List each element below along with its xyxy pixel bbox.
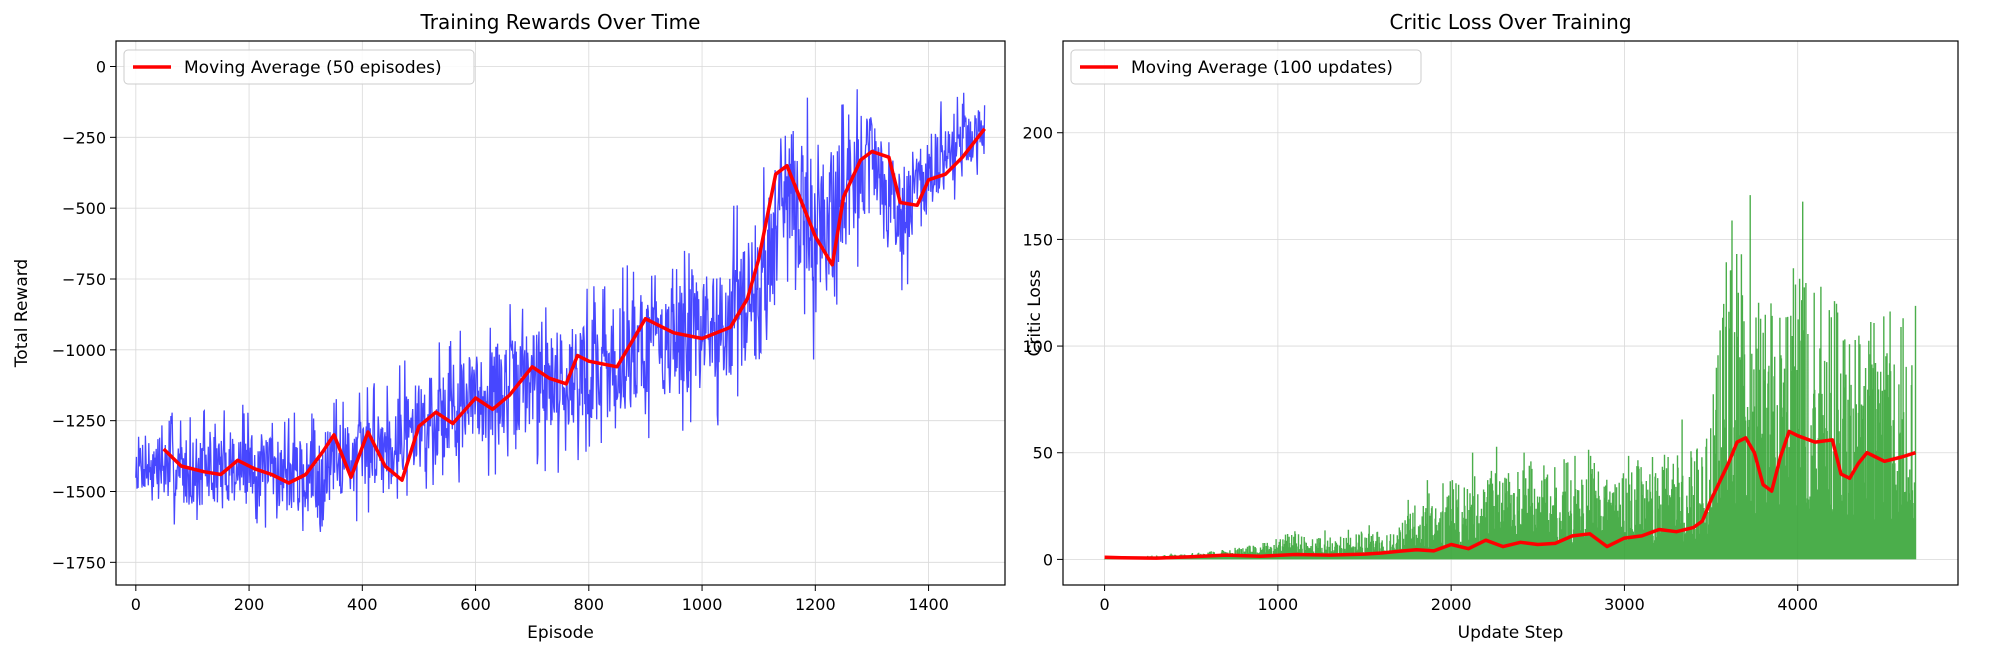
rewards-lines xyxy=(135,89,986,532)
rewards-axis-ticks: 0 200 400 600 800 1000 1200 1400 0 −250 −500 −750 −1… xyxy=(52,58,949,615)
critic-loss-x-tick-label: 1000 xyxy=(1258,595,1299,614)
rewards-y-tick-label: −1750 xyxy=(52,553,106,572)
critic-loss-plot-frame xyxy=(1062,40,1959,586)
rewards-y-tick-label: −1000 xyxy=(52,341,106,360)
rewards-x-tick-label: 400 xyxy=(347,595,378,614)
rewards-x-axis-label: Episode xyxy=(527,623,594,643)
critic-loss-chart-title: Critic Loss Over Training xyxy=(1389,10,1631,34)
critic-loss-x-tick-label: 0 xyxy=(1099,595,1109,614)
rewards-x-tick-label: 600 xyxy=(460,595,491,614)
critic-loss-y-tick-label: 50 xyxy=(1033,444,1053,463)
critic-loss-lines xyxy=(1103,195,1917,560)
critic-loss-raw-series-area xyxy=(1103,195,1917,560)
critic-loss-legend: Moving Average (100 updates) xyxy=(1070,49,1422,85)
rewards-x-tick-label: 200 xyxy=(234,595,265,614)
rewards-x-tick-label: 0 xyxy=(131,595,141,614)
rewards-y-tick-label: −1250 xyxy=(52,412,106,431)
critic-loss-y-tick-label: 150 xyxy=(1022,230,1053,249)
rewards-y-axis-label: Total Reward xyxy=(12,259,32,368)
rewards-chart-panel: 0 200 400 600 800 1000 1200 1400 0 −250 −500 −750 −1… xyxy=(12,10,1006,643)
critic-loss-legend-box xyxy=(1070,49,1422,85)
critic-loss-y-tick-label: 100 xyxy=(1022,337,1053,356)
critic-loss-y-axis-label: Critic Loss xyxy=(1025,269,1045,356)
rewards-y-tick-label: −1500 xyxy=(52,483,106,502)
rewards-chart-title: Training Rewards Over Time xyxy=(420,10,701,34)
rewards-y-tick-label: −500 xyxy=(62,199,106,218)
rewards-legend: Moving Average (50 episodes) xyxy=(123,49,475,85)
rewards-x-tick-label: 800 xyxy=(574,595,605,614)
rewards-raw-series-line xyxy=(135,89,986,532)
rewards-legend-box xyxy=(123,49,475,85)
rewards-y-tick-label: −250 xyxy=(62,128,106,147)
critic-loss-x-tick-label: 4000 xyxy=(1777,595,1818,614)
rewards-legend-label: Moving Average (50 episodes) xyxy=(184,58,442,78)
critic-loss-chart-panel: 0 1000 2000 3000 4000 0 50 100 150 200 Critic Los… xyxy=(1022,10,1959,643)
critic-loss-moving-average-line xyxy=(1104,429,1917,560)
rewards-x-tick-label: 1400 xyxy=(908,595,949,614)
rewards-y-tick-label: −750 xyxy=(62,270,106,289)
rewards-plot-frame xyxy=(115,40,1006,586)
rewards-x-tick-label: 1200 xyxy=(795,595,836,614)
critic-loss-x-tick-label: 3000 xyxy=(1604,595,1645,614)
rewards-x-tick-label: 1000 xyxy=(682,595,723,614)
critic-loss-legend-label: Moving Average (100 updates) xyxy=(1131,58,1393,78)
rewards-moving-average-line xyxy=(162,127,986,485)
critic-loss-y-tick-label: 0 xyxy=(1043,550,1053,569)
critic-loss-x-tick-label: 2000 xyxy=(1431,595,1472,614)
critic-loss-y-tick-label: 200 xyxy=(1022,124,1053,143)
rewards-y-tick-label: 0 xyxy=(96,58,106,77)
critic-loss-axis-ticks: 0 1000 2000 3000 4000 0 50 100 150 200 xyxy=(1022,124,1818,614)
critic-loss-x-axis-label: Update Step xyxy=(1458,623,1564,643)
